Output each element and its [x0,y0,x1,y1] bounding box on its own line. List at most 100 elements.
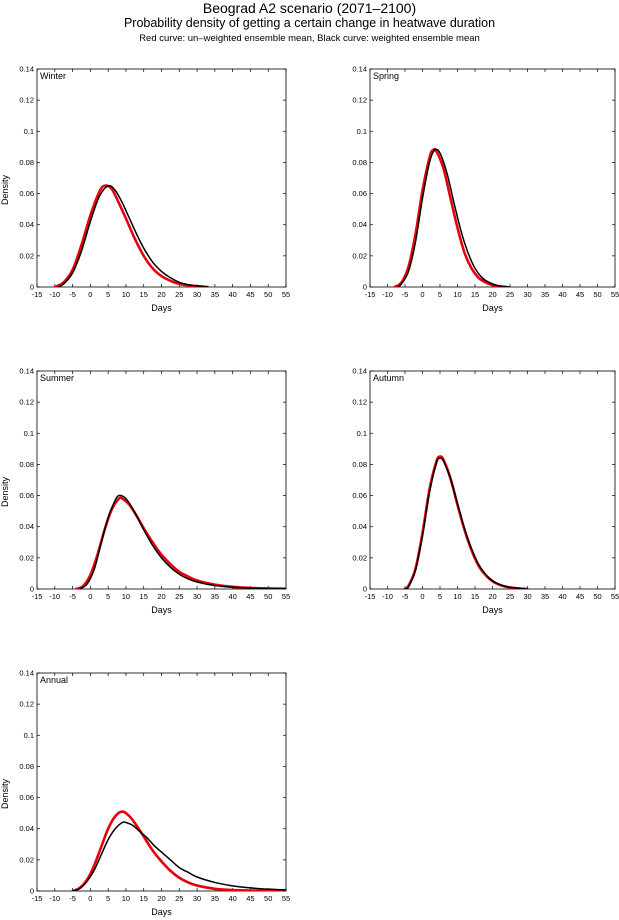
x-tick-label: -10 [49,592,60,601]
panel-label: Spring [373,71,399,81]
y-tick-label: 0.06 [352,491,367,500]
series-line-weighted [57,184,209,287]
y-tick-label: 0.12 [19,398,34,407]
y-tick-label: 0 [363,585,367,594]
x-tick-label: 55 [611,290,619,299]
y-tick-label: 0.06 [19,189,34,198]
x-tick-label: 25 [175,592,183,601]
y-tick-label: 0.1 [24,429,34,438]
x-tick-label: -15 [32,290,43,299]
x-tick-label: 55 [282,894,290,903]
y-tick-label: 0.12 [352,398,367,407]
x-tick-label: 35 [541,290,549,299]
x-tick-label: -15 [32,592,43,601]
x-tick-label: 10 [122,592,130,601]
chart-panel-winter: -15 -10 -5 0 5 10 15 20 25 30 35 40 45 50 55 0 0.02 0.04 0… [0,65,290,314]
y-tick-label: 0 [30,585,34,594]
x-tick-label: 25 [175,290,183,299]
x-tick-label: 15 [140,290,148,299]
y-tick-label: 0.1 [24,127,34,136]
x-tick-label: 20 [488,592,496,601]
series-line-unweighted [71,810,286,891]
y-tick-label: 0 [30,283,34,292]
x-tick-label: 40 [228,290,236,299]
x-tick-label: 20 [157,592,165,601]
y-tick-label: 0.06 [19,491,34,500]
y-tick-label: 0.12 [19,700,34,709]
y-axis-label: Density [0,778,10,809]
chart-panel-summer: -15 -10 -5 0 5 10 15 20 25 30 35 40 45 50 55 0 0.02 0.04 0… [0,367,290,616]
y-tick-label: 0.02 [19,855,34,864]
x-tick-label: 50 [593,592,601,601]
panel-label: Annual [40,675,68,685]
chart-panel-annual: -15 -10 -5 0 5 10 15 20 25 30 35 40 45 50 55 0 0.02 0.04 0… [0,669,290,918]
x-tick-label: 50 [264,592,272,601]
chart-panel-spring: -15 -10 -5 0 5 10 15 20 25 30 35 40 45 50 55 0 0.02 0.04 0… [352,65,619,314]
x-tick-label: 10 [122,894,130,903]
y-tick-label: 0.08 [352,460,367,469]
y-tick-label: 0.04 [19,522,34,531]
y-tick-label: 0.02 [352,553,367,562]
x-tick-label: -5 [402,290,409,299]
figure-title: Beograd A2 scenario (2071–2100) [202,0,417,16]
x-tick-label: -15 [32,894,43,903]
plot-frame [369,370,616,590]
y-tick-label: 0.02 [352,251,367,260]
y-tick-label: 0 [30,887,34,896]
panel-label: Summer [40,373,74,383]
x-tick-label: 55 [282,592,290,601]
y-tick-label: 0.14 [19,669,34,678]
x-tick-label: 5 [106,894,110,903]
series-line-weighted [71,821,286,891]
x-tick-label: 5 [438,290,442,299]
x-tick-label: 15 [471,592,479,601]
y-tick-label: 0.14 [19,65,34,74]
series-line-unweighted [403,455,529,589]
x-tick-label: 25 [175,894,183,903]
x-tick-label: -10 [49,290,60,299]
x-tick-label: -15 [365,592,376,601]
plot-frame [36,68,287,288]
y-tick-label: 0.02 [19,553,34,562]
series-line-weighted [404,457,529,589]
x-tick-label: 15 [140,894,148,903]
series-line-unweighted [53,184,210,287]
x-tick-label: 55 [282,290,290,299]
panel-label: Winter [40,71,66,81]
y-tick-label: 0.1 [24,731,34,740]
y-tick-label: 0.14 [352,367,367,376]
x-tick-label: 35 [211,290,219,299]
y-axis-label: Density [0,476,10,507]
x-tick-label: -5 [69,290,76,299]
x-tick-label: 0 [88,894,92,903]
x-tick-label: 35 [211,592,219,601]
y-tick-label: 0.08 [19,460,34,469]
x-tick-label: 40 [228,894,236,903]
x-tick-label: 45 [246,592,254,601]
y-tick-label: 0.02 [19,251,34,260]
x-axis-label: Days [482,605,503,615]
x-tick-label: 45 [246,894,254,903]
x-axis-label: Days [151,605,172,615]
x-tick-label: 15 [140,592,148,601]
x-axis-label: Days [482,303,503,313]
y-tick-label: 0.04 [352,522,367,531]
y-tick-label: 0.04 [352,220,367,229]
x-tick-label: 55 [611,592,619,601]
x-tick-label: 35 [211,894,219,903]
plot-frame [36,672,287,892]
x-tick-label: -15 [365,290,376,299]
x-tick-label: 45 [576,592,584,601]
x-tick-label: 30 [193,290,201,299]
y-tick-label: 0.1 [357,127,367,136]
x-tick-label: 10 [122,290,130,299]
x-tick-label: 10 [453,592,461,601]
x-tick-label: 20 [157,894,165,903]
x-tick-label: 10 [453,290,461,299]
x-tick-label: 30 [523,290,531,299]
x-tick-label: 45 [246,290,254,299]
x-tick-label: 45 [576,290,584,299]
x-tick-label: 30 [193,592,201,601]
x-tick-label: -10 [382,290,393,299]
x-tick-label: 50 [264,894,272,903]
